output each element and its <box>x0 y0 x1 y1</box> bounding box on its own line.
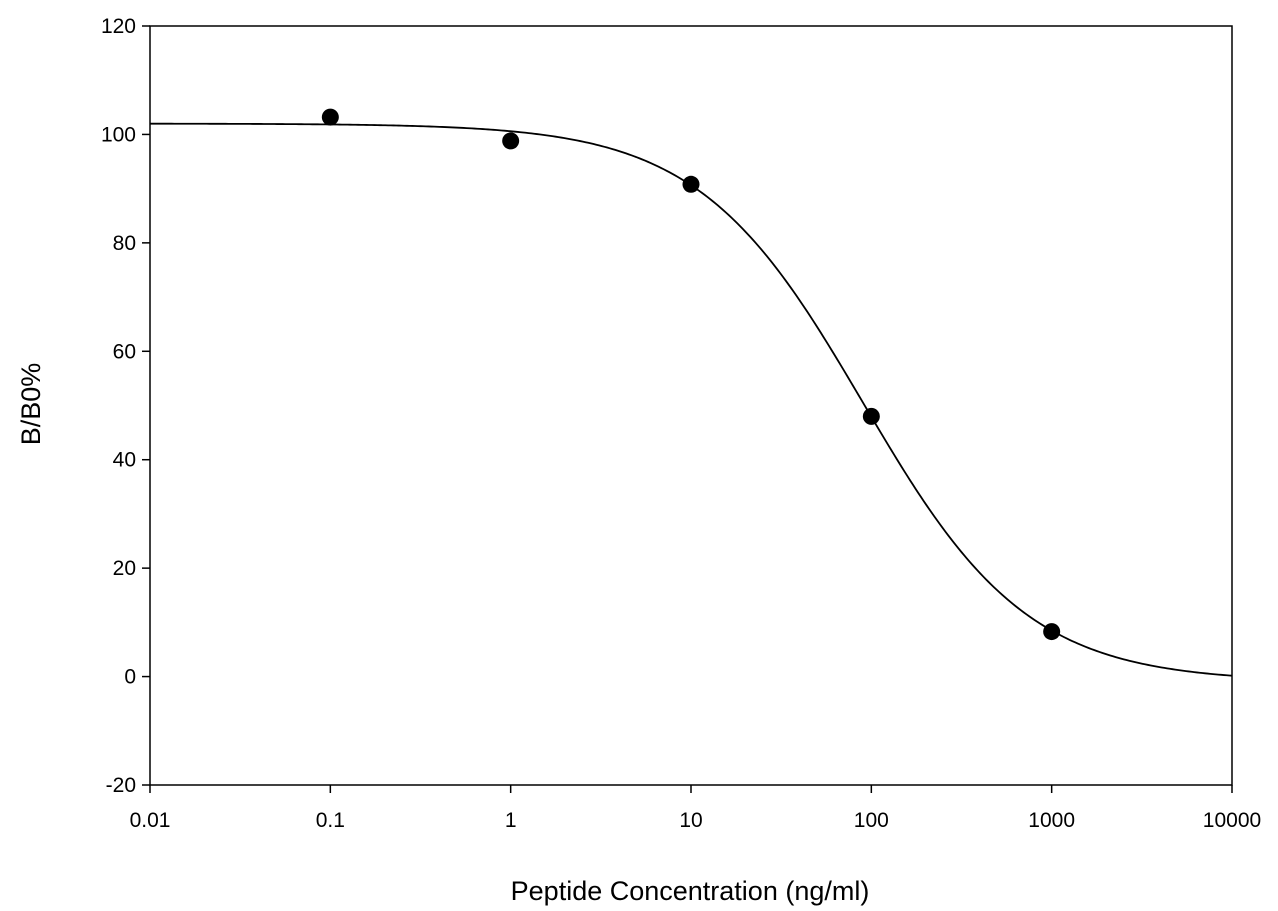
y-tick-label: 40 <box>113 449 136 472</box>
x-tick-label: 100 <box>854 809 889 832</box>
x-tick-label: 10 <box>679 809 702 832</box>
y-tick-label: -20 <box>106 774 136 797</box>
y-axis-title: B/B0% <box>16 363 46 446</box>
plot-area-border <box>149 25 1233 786</box>
data-point <box>502 132 520 150</box>
y-tick-label: 120 <box>101 15 136 38</box>
y-tick-label: 100 <box>101 123 136 146</box>
y-tick-label: 0 <box>124 666 136 689</box>
x-tick-label: 0.1 <box>316 809 345 832</box>
x-axis-title: Peptide Concentration (ng/ml) <box>511 876 870 906</box>
plot-frame <box>149 25 1233 786</box>
y-axis-ticks: -20 0 20 40 60 80 100 120 <box>101 15 150 797</box>
y-tick-label: 20 <box>113 557 136 580</box>
data-point <box>862 407 880 425</box>
x-tick-label: 10000 <box>1203 809 1261 832</box>
x-axis-ticks: 0.01 0.1 1 10 100 1000 10000 <box>130 785 1261 832</box>
x-tick-label: 1000 <box>1028 809 1075 832</box>
x-tick-label: 0.01 <box>130 809 171 832</box>
data-point <box>682 175 700 193</box>
data-point <box>321 108 339 126</box>
fit-curve-line <box>149 122 1233 677</box>
fit-curve-layer <box>149 122 1233 677</box>
data-points <box>321 108 1061 641</box>
x-tick-label: 1 <box>505 809 517 832</box>
y-tick-label: 60 <box>113 340 136 363</box>
data-point <box>1043 623 1061 641</box>
y-tick-label: 80 <box>113 232 136 255</box>
